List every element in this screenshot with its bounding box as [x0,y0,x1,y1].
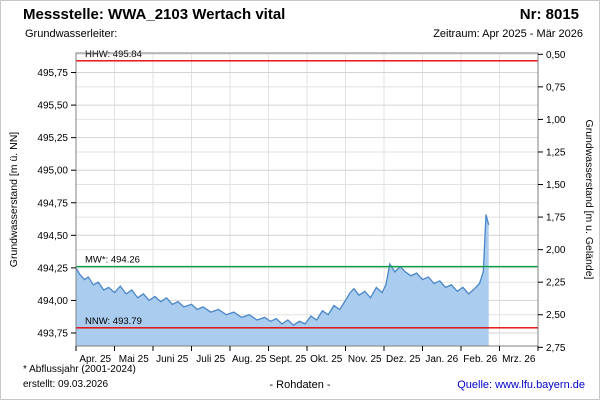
left-axis-title: Grundwasserstand [m ü. NN] [8,132,20,267]
right-tick-label: 2,75 [546,343,566,354]
x-tick-label: Juli 25 [196,354,225,365]
right-tick-label: 2,25 [546,278,566,289]
left-tick-label: 495,75 [37,68,68,79]
x-tick-label: Dez. 25 [386,354,421,365]
right-tick-label: 0,50 [546,50,566,61]
left-tick-label: 494,50 [37,231,68,242]
x-tick-label: Mai 25 [119,354,149,365]
right-tick-label: 1,50 [546,180,566,191]
left-tick-label: 495,00 [37,166,68,177]
subheader: Grundwasserleiter: Zeitraum: Apr 2025 - … [25,28,583,40]
period-label: Zeitraum: Apr 2025 - Mär 2026 [433,28,583,40]
right-tick-label: 0,75 [546,82,566,93]
right-tick-label: 1,25 [546,147,566,158]
groundwater-line [75,214,490,327]
right-tick-label: 2,00 [546,245,566,256]
right-axis-title: Grundwasserstand [m u. Gelände] [583,120,595,280]
x-tick-label: Sept. 25 [269,354,307,365]
station-title: Messstelle: WWA_2103 Wertach vital [23,6,286,23]
left-tick-label: 494,00 [37,296,68,307]
ref-label-nnw: NNW: 493.79 [85,316,142,327]
ref-label-mw: MW*: 494.26 [85,255,140,266]
x-tick-label: Feb. 26 [463,354,497,365]
source-link[interactable]: Quelle: www.lfu.bayern.de [457,379,585,391]
created-date: erstellt: 09.03.2026 [23,379,109,390]
right-tick-label: 2,50 [546,310,566,321]
left-tick-label: 494,75 [37,198,68,209]
x-tick-label: Aug. 25 [232,354,267,365]
x-tick-label: Juni 25 [156,354,189,365]
x-tick-label: Nov. 25 [348,354,382,365]
aquifer-label: Grundwasserleiter: [25,28,118,40]
rohdaten-label: - Rohdaten - [269,379,331,391]
x-tick-label: Mrz. 26 [502,354,536,365]
left-tick-label: 494,25 [37,263,68,274]
x-tick-label: Apr. 25 [79,354,111,365]
left-tick-label: 493,75 [37,328,68,339]
x-tick-label: Jan. 26 [425,354,458,365]
right-tick-label: 1,00 [546,115,566,126]
x-tick-label: Okt. 25 [310,354,343,365]
station-number: Nr: 8015 [519,6,579,23]
header: Messstelle: WWA_2103 Wertach vital Nr: 8… [23,6,579,23]
right-tick-label: 1,75 [546,213,566,224]
left-tick-label: 495,50 [37,101,68,112]
left-tick-label: 495,25 [37,133,68,144]
abflussjahr-note: * Abflussjahr (2001-2024) [23,364,136,375]
ref-label-hhw: HHW: 495.84 [85,49,142,60]
groundwater-area [76,214,489,346]
